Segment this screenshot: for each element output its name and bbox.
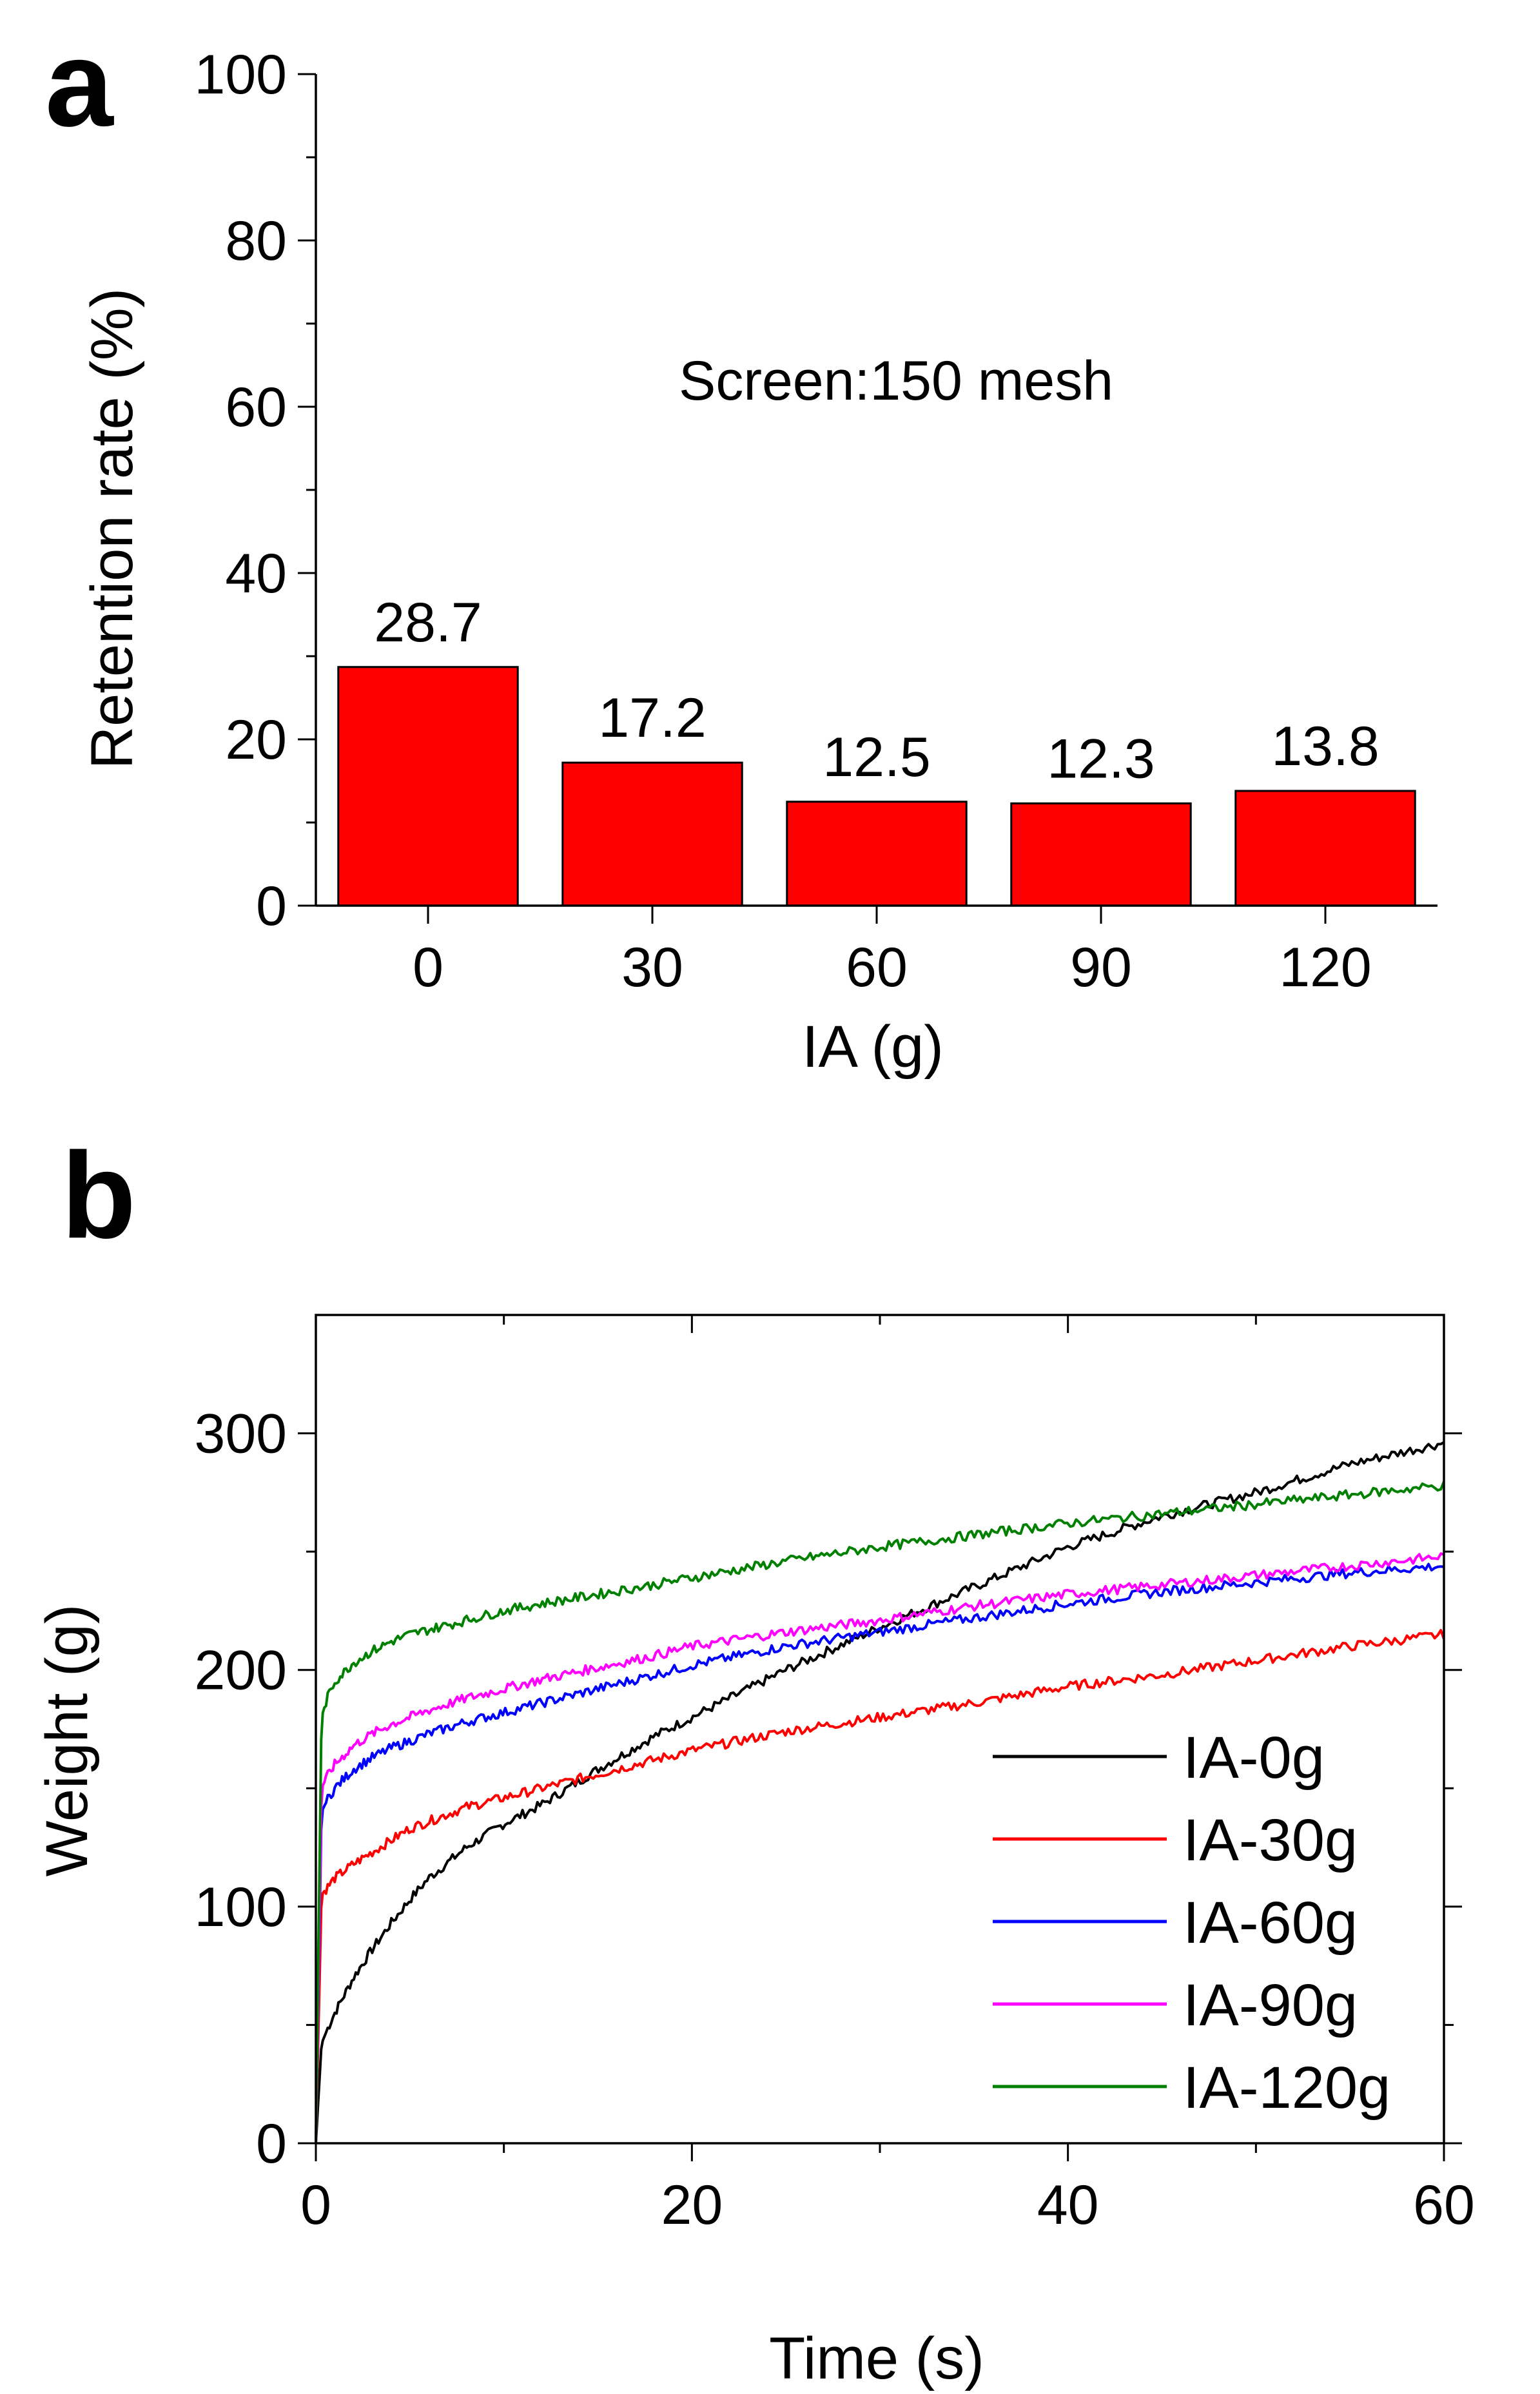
series-line-IA-90g — [315, 1552, 1445, 2144]
x-tick-label-a-90: 90 — [1070, 937, 1132, 998]
x-ticks-b: 0 20 40 60 — [300, 1315, 1475, 2236]
bar-value-label-60: 12.5 — [823, 726, 930, 788]
bar-90 — [1010, 802, 1192, 907]
legend-label-IA-120g: IA-120g — [1183, 2055, 1390, 2121]
y-axis-title-a: Retention rate (%) — [79, 288, 145, 770]
legend-label-IA-90g: IA-90g — [1183, 1972, 1358, 2038]
y-ticks-b: 0 100 200 300 — [195, 1403, 1462, 2175]
series-line-IA-120g — [315, 1481, 1445, 2144]
y-tick-label-b-0: 0 — [256, 2113, 287, 2175]
series-line-IA-0g — [315, 1441, 1445, 2144]
bar-value-label-120: 13.8 — [1271, 715, 1379, 777]
line-chart-weight-vs-time: 0 100 200 300 0 20 40 60 IA-0g IA-30g IA-60g IA-9… — [34, 1314, 1475, 2391]
x-tick-label-a-0: 0 — [413, 937, 443, 998]
y-tick-label-a-20: 20 — [225, 709, 287, 771]
y-axis-title-b: Weight (g) — [34, 1604, 100, 1877]
bar-value-label-0: 28.7 — [374, 592, 482, 654]
bar-value-label-30: 17.2 — [598, 687, 706, 749]
x-tick-label-b-40: 40 — [1037, 2174, 1099, 2236]
bar-value-label-90: 12.3 — [1047, 728, 1155, 790]
x-ticks-a: 0 30 60 90 120 — [413, 906, 1372, 998]
y-ticks-a: 0 20 40 60 80 100 — [195, 44, 316, 937]
x-axis-title-a: IA (g) — [802, 1014, 944, 1080]
y-tick-label-b-100: 100 — [195, 1876, 288, 1938]
x-tick-label-b-20: 20 — [661, 2174, 723, 2236]
y-tick-label-b-200: 200 — [195, 1640, 288, 1702]
screen-annotation: Screen:150 mesh — [679, 350, 1113, 412]
y-tick-label-a-0: 0 — [256, 875, 287, 937]
panel-b-letter: b — [61, 1127, 136, 1264]
y-tick-label-b-300: 300 — [195, 1403, 288, 1465]
series-line-IA-30g — [315, 1629, 1445, 2144]
y-tick-label-a-100: 100 — [195, 44, 288, 106]
y-tick-label-a-40: 40 — [225, 543, 287, 605]
legend-label-IA-30g: IA-30g — [1183, 1807, 1358, 1873]
y-tick-label-a-60: 60 — [225, 376, 287, 438]
series-line-IA-60g — [315, 1562, 1445, 2144]
legend: IA-0g IA-30g IA-60g IA-90g IA-120g — [993, 1725, 1390, 2121]
bar-60 — [786, 801, 968, 907]
bar-30 — [561, 761, 743, 907]
bar-120 — [1234, 790, 1416, 907]
y-tick-label-a-80: 80 — [225, 210, 287, 272]
bar-chart-retention-rate: 0 20 40 60 80 100 0 30 60 90 120 28.7 17.2 12.5 12.3… — [79, 44, 1438, 1080]
line-series — [315, 1441, 1445, 2144]
legend-label-IA-0g: IA-0g — [1183, 1725, 1325, 1791]
legend-label-IA-60g: IA-60g — [1183, 1890, 1358, 1956]
bar-series — [337, 666, 1416, 907]
x-tick-label-a-60: 60 — [846, 937, 908, 998]
x-tick-label-b-60: 60 — [1413, 2174, 1475, 2236]
x-tick-label-a-120: 120 — [1279, 937, 1372, 998]
bar-0 — [337, 666, 519, 907]
x-axis-title-b: Time (s) — [769, 2326, 984, 2391]
x-tick-label-b-0: 0 — [300, 2174, 331, 2236]
x-tick-label-a-30: 30 — [621, 937, 683, 998]
bar-value-labels: 28.7 17.2 12.5 12.3 13.8 — [374, 592, 1379, 790]
panel-a-letter: a — [45, 15, 114, 152]
